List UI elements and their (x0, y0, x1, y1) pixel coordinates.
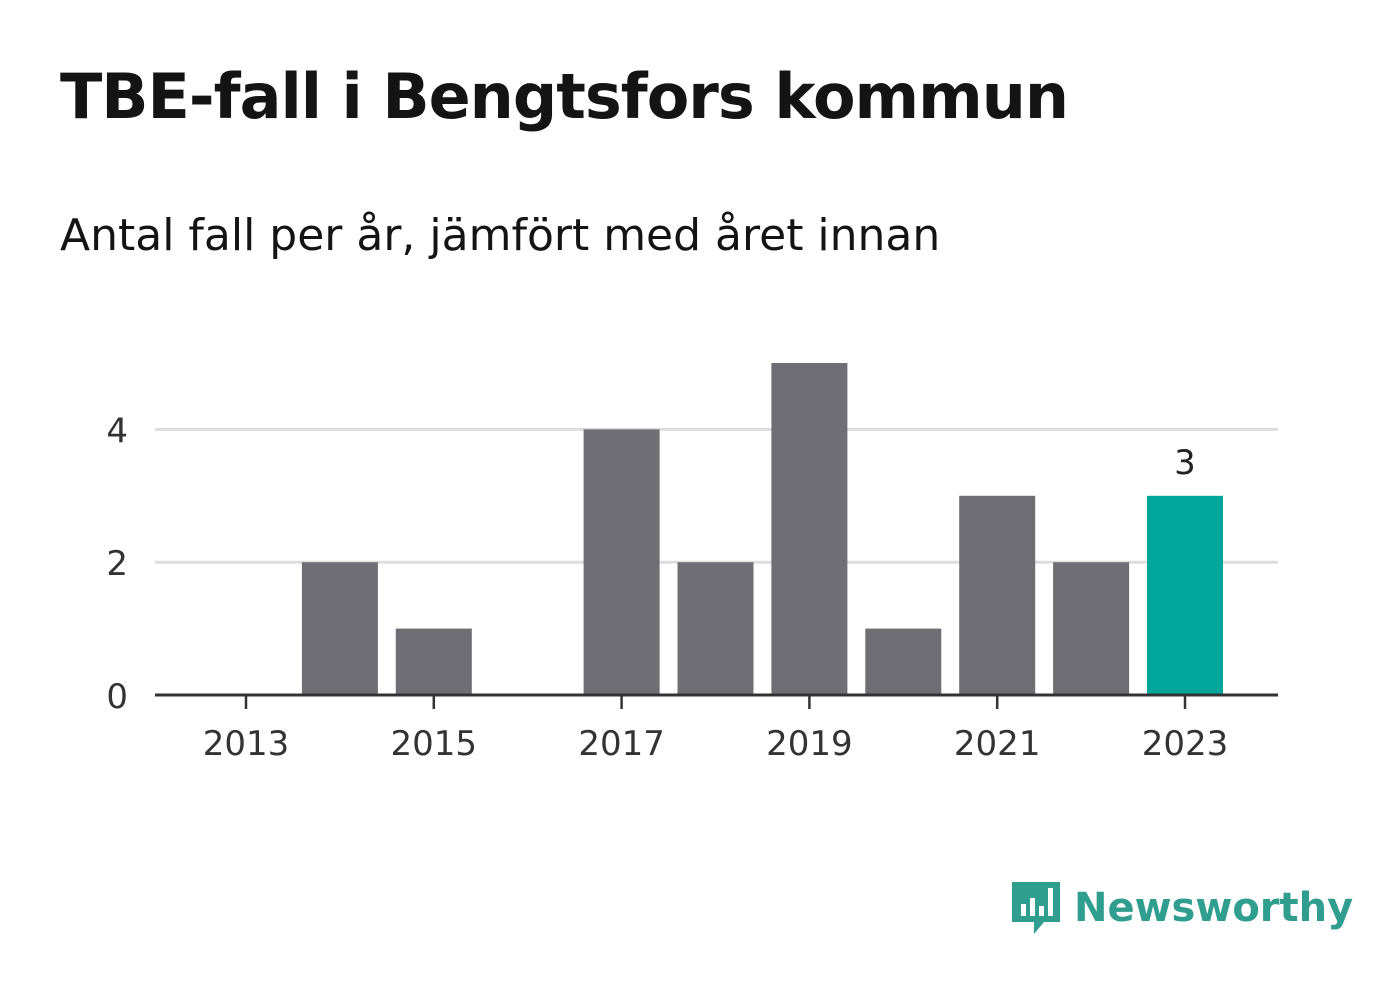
newsworthy-logo-icon (1012, 882, 1060, 934)
bar (1053, 562, 1130, 695)
bar (301, 562, 378, 695)
chart-title: TBE-fall i Bengtsfors kommun (60, 60, 1069, 133)
y-tick-label: 0 (106, 677, 128, 717)
x-tick-label: 2013 (203, 724, 290, 764)
bar (677, 562, 754, 695)
x-tick-label: 2023 (1142, 724, 1229, 764)
x-tick-label: 2021 (954, 724, 1041, 764)
y-tick-label: 4 (106, 411, 128, 451)
brand-logo: Newsworthy (1010, 878, 1353, 938)
bar (865, 628, 942, 695)
x-tick-label: 2015 (391, 724, 478, 764)
brand-name: Newsworthy (1074, 885, 1354, 931)
bar (1147, 495, 1223, 695)
x-tick-label: 2019 (766, 724, 853, 764)
bar (395, 628, 472, 695)
bar (583, 429, 660, 695)
chart-subtitle: Antal fall per år, jämfört med året inna… (60, 210, 941, 261)
bar (771, 363, 848, 695)
data-label: 3 (1174, 443, 1196, 483)
bar (959, 495, 1036, 695)
y-tick-label: 2 (106, 544, 128, 584)
x-tick-label: 2017 (578, 724, 665, 764)
